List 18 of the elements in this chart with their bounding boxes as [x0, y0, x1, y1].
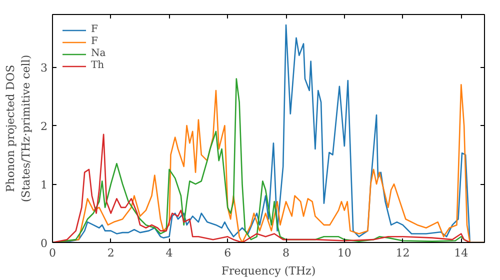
- x-tick-label: 2: [107, 246, 114, 260]
- y-axis-title: Phonon projected DOS (States/THz·primitive cell): [4, 54, 32, 202]
- y-tick-label: 1: [40, 178, 48, 192]
- legend-label: F: [91, 24, 99, 35]
- y-tick-label: 0: [40, 237, 48, 250]
- x-tick-label: 12: [396, 246, 410, 260]
- y-tick-label: 3: [40, 62, 48, 75]
- legend-label: Na: [91, 48, 107, 59]
- x-tick-label: 8: [282, 246, 290, 260]
- legend-label: Th: [91, 60, 106, 71]
- x-tick-label: 10: [337, 246, 352, 260]
- x-axis-title: Frequency (THz): [221, 264, 316, 278]
- legend-label: F: [91, 36, 99, 47]
- x-tick-label: 6: [224, 246, 232, 260]
- x-tick-label: 14: [454, 246, 468, 260]
- x-tick-label: 4: [166, 246, 173, 260]
- x-tick-label: 0: [49, 246, 56, 260]
- y-tick-label: 2: [40, 120, 48, 134]
